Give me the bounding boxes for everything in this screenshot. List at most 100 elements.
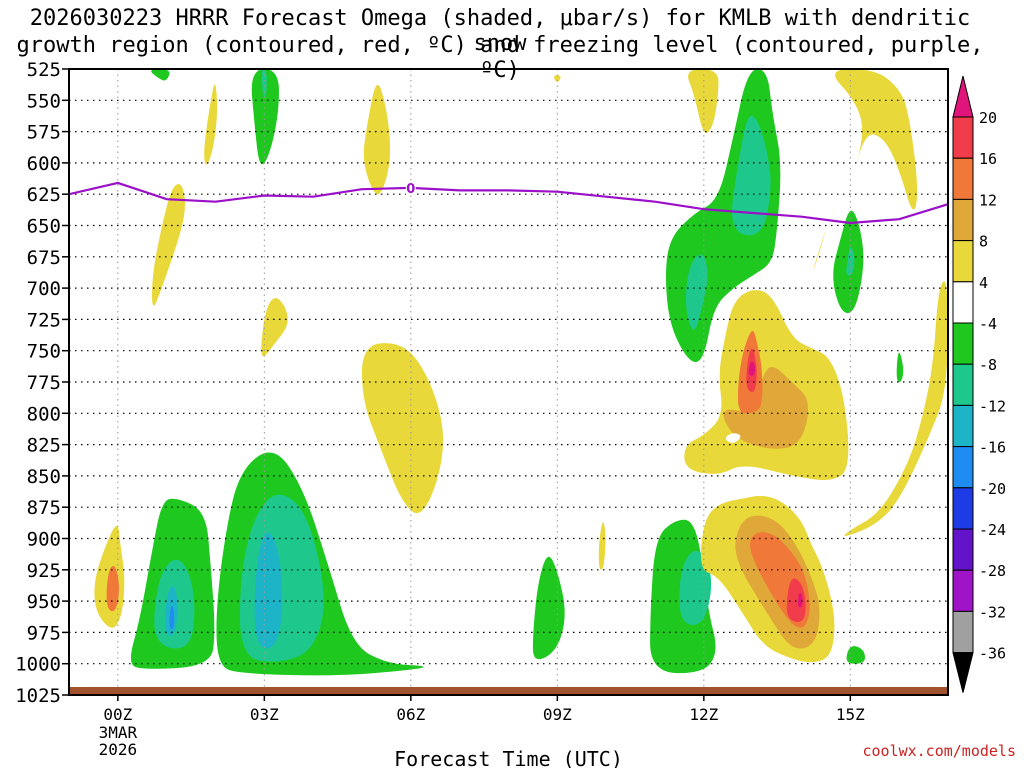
colorbar-label-1: 16	[979, 150, 997, 168]
colorbar-band-2	[952, 198, 974, 242]
omega-region-22	[152, 184, 185, 306]
omega-region-27	[554, 75, 561, 82]
x-tick-label-09Z: 09Z	[543, 705, 572, 724]
x-tick-label-12Z: 12Z	[689, 705, 718, 724]
y-tick-label-725: 725	[27, 309, 61, 331]
colorbar-label-13: -36	[979, 645, 1006, 663]
colorbar-label-8: -16	[979, 439, 1006, 457]
colorbar-band-11	[952, 569, 974, 612]
omega-region-31	[723, 366, 809, 449]
colorbar-band-10	[952, 528, 974, 571]
omega-region-21	[106, 566, 120, 612]
y-tick-label-1025: 1025	[15, 685, 61, 707]
y-tick-label-950: 950	[27, 591, 61, 613]
omega-region-10	[532, 556, 565, 660]
colorbar-band-1	[952, 157, 974, 200]
y-tick-label-900: 900	[27, 529, 61, 551]
y-tick-label-775: 775	[27, 372, 61, 394]
y-tick-label-850: 850	[27, 466, 61, 488]
colorbar-band-12	[952, 610, 974, 654]
y-tick-label-675: 675	[27, 247, 61, 269]
y-tick-label-1000: 1000	[15, 654, 61, 676]
y-tick-label-525: 525	[27, 59, 61, 81]
y-tick-label-575: 575	[27, 122, 61, 144]
omega-colorbar: 20 16 12 8 4 -4 -8 -12 -16 -20 -24 -28 -32 -36	[952, 75, 1006, 693]
y-tick-label-600: 600	[27, 153, 61, 175]
x-tick-label-03Z: 03Z	[250, 705, 279, 724]
omega-gap-0	[786, 488, 851, 504]
omega-region-6	[254, 532, 283, 649]
colorbar-band-9	[952, 487, 974, 530]
y-tick-label-800: 800	[27, 403, 61, 425]
colorbar-band-6	[952, 363, 974, 406]
x-date-label-0: 3MAR	[99, 723, 138, 742]
colorbar-label-6: -8	[979, 356, 997, 374]
y-tick-label-750: 750	[27, 341, 61, 363]
omega-region-28	[598, 522, 606, 570]
freezing-level-line	[69, 181, 948, 225]
colorbar-label-4: 4	[979, 274, 988, 292]
y-tick-label-825: 825	[27, 435, 61, 457]
y-tick-label-625: 625	[27, 184, 61, 206]
colorbar-label-0: 20	[979, 109, 997, 127]
colorbar-label-3: 8	[979, 233, 988, 251]
omega-region-38	[786, 578, 806, 623]
omega-region-19	[846, 646, 865, 664]
chart-title-line-1: 2026030223 HRRR Forecast Omega (shaded, …	[29, 6, 971, 56]
colorbar-band-7	[952, 404, 974, 448]
omega-region-42	[844, 281, 948, 536]
y-tick-label-875: 875	[27, 497, 61, 519]
y-tick-label-650: 650	[27, 216, 61, 238]
y-tick-label-550: 550	[27, 90, 61, 112]
x-tick-label-00Z: 00Z	[103, 705, 132, 724]
colorbar-label-2: 12	[979, 191, 997, 209]
colorbar-label-7: -12	[979, 397, 1006, 415]
colorbar-label-5: -4	[979, 315, 997, 333]
grid-lines	[69, 69, 948, 695]
colorbar-band-8	[952, 446, 974, 489]
omega-region-3	[169, 605, 174, 630]
omega-region-7	[251, 69, 279, 165]
chart-title-line-2: growth region (contoured, red, ºC) and f…	[16, 33, 984, 83]
omega-region-23	[204, 84, 218, 165]
omega-region-39	[798, 592, 803, 608]
colorbar-band-5	[952, 322, 974, 365]
omega-region-25	[363, 84, 391, 195]
x-tick-label-15Z: 15Z	[836, 705, 865, 724]
colorbar-band-3	[952, 240, 974, 283]
x-date-label-1: 2026	[99, 740, 138, 759]
freezing-level-label: 0	[406, 182, 415, 197]
omega-region-41	[845, 73, 852, 88]
x-tick-label-06Z: 06Z	[396, 705, 425, 724]
y-tick-label-975: 975	[27, 622, 61, 644]
colorbar-label-12: -32	[979, 603, 1006, 621]
omega-region-14	[685, 254, 708, 330]
omega-region-34	[748, 361, 756, 376]
credit-text: coolwx.com/models	[862, 742, 1016, 760]
omega-region-29	[688, 69, 719, 134]
omega-region-24	[261, 298, 288, 357]
omega-region-8	[261, 69, 267, 98]
freezing-level-label-bg	[405, 180, 416, 195]
pressure-axis: 525 550 575 600 625 650 675 700 725 750 775 800 825 8…	[15, 59, 69, 707]
colorbar-band-0	[952, 116, 974, 159]
colorbar-label-10: -24	[979, 521, 1006, 539]
ground-surface	[69, 687, 948, 695]
colorbar-band-4	[952, 281, 974, 324]
y-tick-label-925: 925	[27, 560, 61, 582]
omega-shading	[94, 69, 948, 676]
omega-region-18	[896, 352, 904, 382]
x-axis-title: Forecast Time (UTC)	[394, 747, 623, 768]
omega-region-26	[362, 343, 444, 514]
colorbar-label-9: -20	[979, 480, 1006, 498]
omega-region-15	[732, 115, 771, 236]
omega-gap-2	[850, 471, 893, 488]
colorbar-top-arrow	[952, 75, 974, 118]
y-tick-label-700: 700	[27, 278, 61, 300]
omega-region-9	[151, 69, 170, 81]
colorbar-bottom-arrow	[952, 652, 974, 693]
freezing-level-contour: 0	[69, 180, 948, 225]
omega-region-40	[813, 69, 918, 271]
